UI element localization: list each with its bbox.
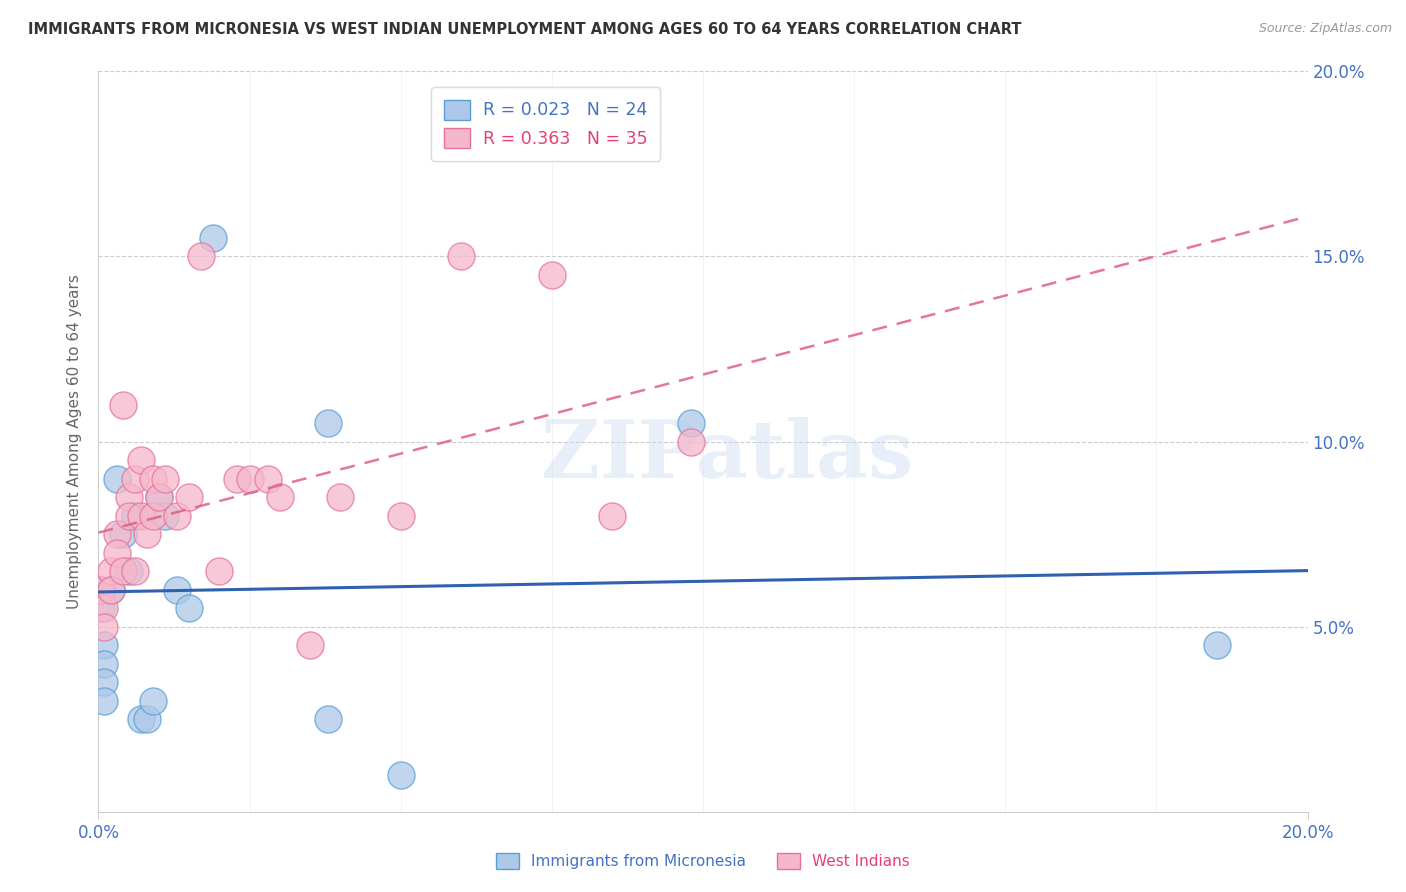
- Point: [135, 712, 157, 726]
- Point: [118, 490, 141, 504]
- Point: [90, 601, 112, 615]
- Point: [90, 582, 112, 597]
- Point: [142, 472, 165, 486]
- Point: [105, 472, 128, 486]
- Point: [679, 434, 702, 449]
- Text: Source: ZipAtlas.com: Source: ZipAtlas.com: [1258, 22, 1392, 36]
- Point: [118, 564, 141, 578]
- Point: [93, 619, 115, 633]
- Point: [135, 527, 157, 541]
- Point: [93, 694, 115, 708]
- Point: [329, 490, 352, 504]
- Point: [208, 564, 231, 578]
- Point: [226, 472, 249, 486]
- Point: [256, 472, 278, 486]
- Point: [239, 472, 262, 486]
- Point: [202, 231, 225, 245]
- Point: [142, 508, 165, 523]
- Point: [124, 564, 146, 578]
- Point: [129, 508, 152, 523]
- Point: [93, 657, 115, 671]
- Y-axis label: Unemployment Among Ages 60 to 64 years: Unemployment Among Ages 60 to 64 years: [67, 274, 83, 609]
- Point: [148, 490, 170, 504]
- Point: [111, 564, 134, 578]
- Legend: R = 0.023   N = 24, R = 0.363   N = 35: R = 0.023 N = 24, R = 0.363 N = 35: [432, 87, 661, 161]
- Point: [100, 582, 122, 597]
- Point: [124, 508, 146, 523]
- Point: [148, 490, 170, 504]
- Point: [111, 527, 134, 541]
- Point: [179, 490, 201, 504]
- Point: [1206, 638, 1229, 652]
- Point: [450, 250, 472, 264]
- Point: [190, 250, 212, 264]
- Point: [153, 472, 176, 486]
- Point: [389, 508, 412, 523]
- Point: [129, 453, 152, 467]
- Point: [316, 416, 339, 430]
- Text: IMMIGRANTS FROM MICRONESIA VS WEST INDIAN UNEMPLOYMENT AMONG AGES 60 TO 64 YEARS: IMMIGRANTS FROM MICRONESIA VS WEST INDIA…: [28, 22, 1022, 37]
- Point: [179, 601, 201, 615]
- Point: [105, 545, 128, 560]
- Point: [93, 601, 115, 615]
- Point: [90, 582, 112, 597]
- Point: [93, 675, 115, 690]
- Point: [269, 490, 291, 504]
- Point: [118, 508, 141, 523]
- Point: [299, 638, 322, 652]
- Point: [602, 508, 624, 523]
- Legend: Immigrants from Micronesia, West Indians: Immigrants from Micronesia, West Indians: [491, 847, 915, 875]
- Point: [142, 694, 165, 708]
- Text: ZIPatlas: ZIPatlas: [541, 417, 914, 495]
- Point: [540, 268, 562, 282]
- Point: [389, 767, 412, 781]
- Point: [124, 472, 146, 486]
- Point: [100, 582, 122, 597]
- Point: [129, 712, 152, 726]
- Point: [316, 712, 339, 726]
- Point: [100, 564, 122, 578]
- Point: [111, 398, 134, 412]
- Point: [105, 527, 128, 541]
- Point: [153, 508, 176, 523]
- Point: [679, 416, 702, 430]
- Point: [93, 638, 115, 652]
- Point: [166, 508, 188, 523]
- Point: [166, 582, 188, 597]
